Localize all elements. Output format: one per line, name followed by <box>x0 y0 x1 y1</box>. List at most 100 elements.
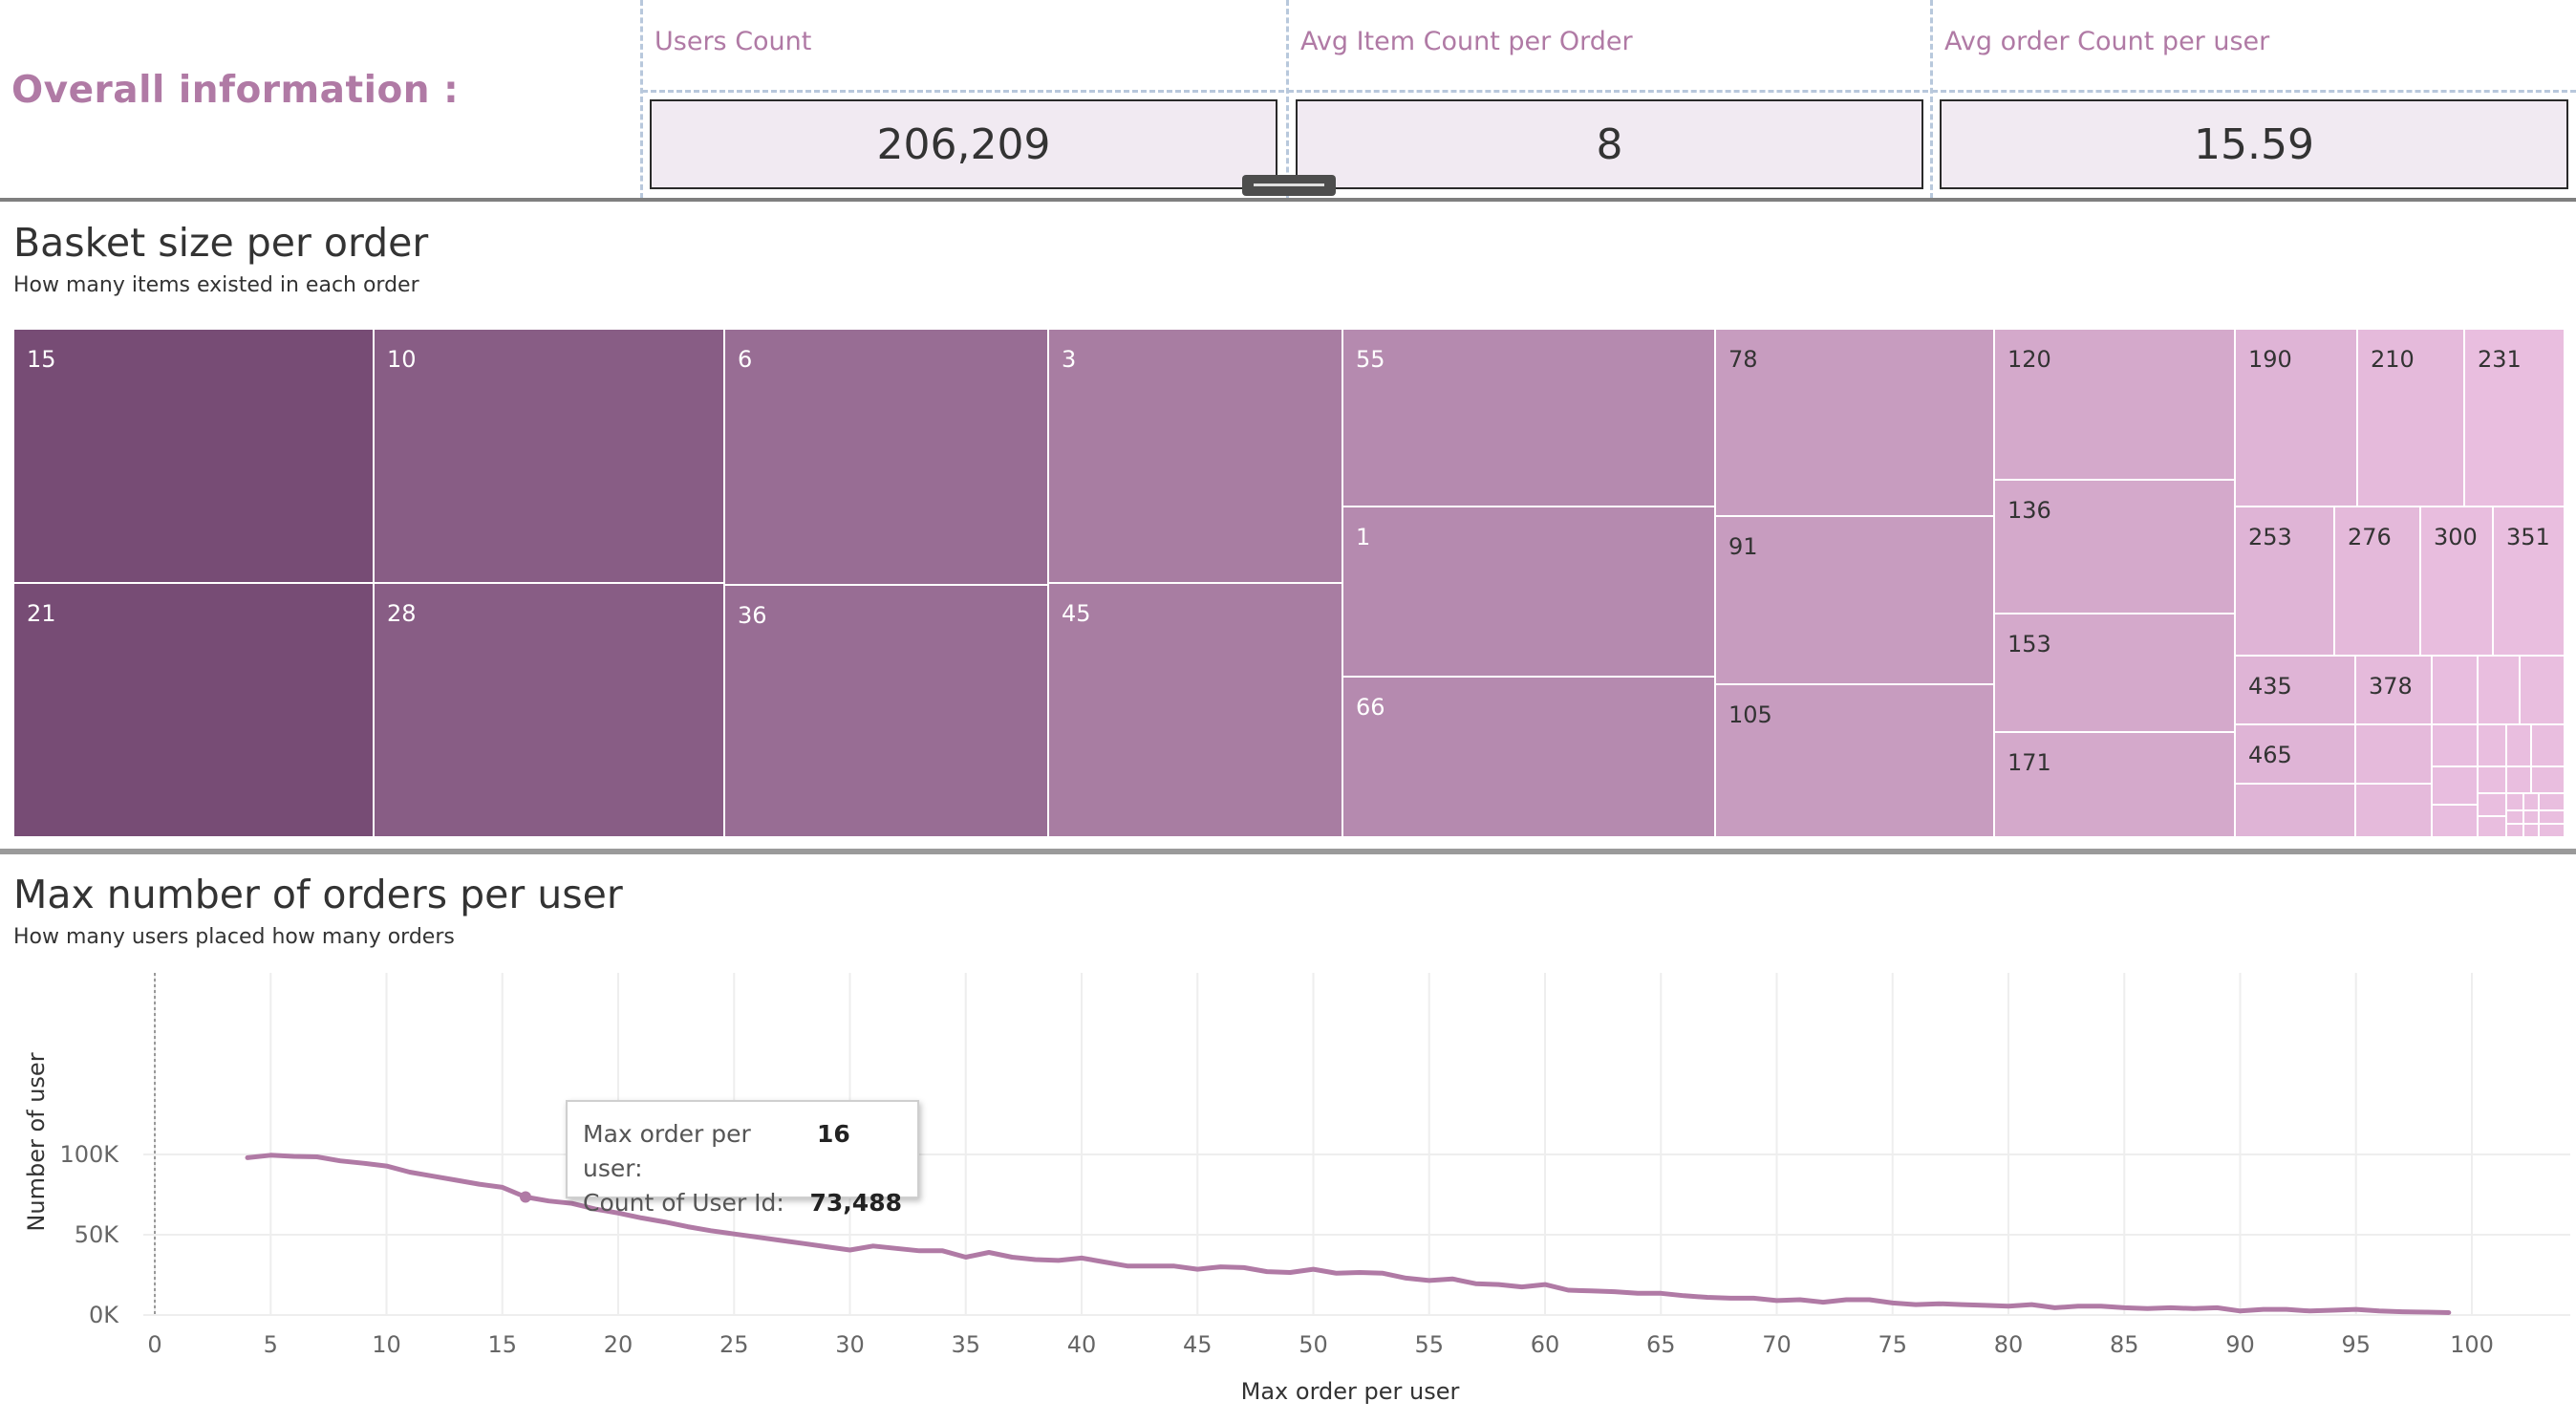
treemap-tile[interactable] <box>2465 330 2564 506</box>
treemap-tile-label: 66 <box>1356 694 1385 721</box>
treemap-tile[interactable] <box>2236 725 2354 783</box>
treemap-tile[interactable] <box>725 330 1047 584</box>
kpi-divider <box>640 0 643 199</box>
treemap-tile[interactable] <box>375 584 723 836</box>
treemap-tile[interactable] <box>2532 725 2564 765</box>
tooltip-value-user-count: 73,488 <box>809 1189 902 1217</box>
treemap-tile[interactable] <box>2521 657 2564 723</box>
treemap-tile[interactable] <box>2507 725 2530 765</box>
x-tick-label: 0 <box>147 1331 161 1358</box>
x-tick-label: 75 <box>1878 1331 1907 1358</box>
x-axis-title: Max order per user <box>1241 1378 1460 1405</box>
treemap-tile[interactable] <box>1343 678 1714 836</box>
x-tick-label: 45 <box>1183 1331 1213 1358</box>
treemap-tile[interactable] <box>1049 584 1342 836</box>
resize-handle[interactable] <box>1242 175 1336 196</box>
x-tick-label: 50 <box>1299 1331 1328 1358</box>
kpi-avg-orders-label: Avg order Count per user <box>1944 27 2270 56</box>
basket-treemap[interactable]: 15 21 10 28 6 36 3 45 55 1 66 78 91 105 120 136 153 171 19… <box>13 329 2565 837</box>
basket-subtitle: How many items existed in each order <box>13 273 419 297</box>
treemap-tile-label: 210 <box>2371 346 2415 373</box>
treemap-tile[interactable] <box>1049 330 1342 582</box>
kpi-avg-items-value[interactable]: 8 <box>1296 99 1923 189</box>
treemap-tile[interactable] <box>2421 507 2492 655</box>
treemap-tile[interactable] <box>1716 330 1993 515</box>
x-tick-label: 10 <box>372 1331 401 1358</box>
treemap-tile[interactable] <box>375 330 723 582</box>
treemap-tile[interactable] <box>2524 811 2538 823</box>
treemap-tile[interactable] <box>2236 785 2354 836</box>
treemap-tile[interactable] <box>2433 806 2477 836</box>
treemap-tile-label: 171 <box>2007 749 2051 776</box>
orders-line-chart[interactable]: 0 5 10 15 20 25 30 35 40 45 50 55 60 65 70 75 80 85 90 95 10… <box>0 956 2576 1423</box>
treemap-tile-label: 15 <box>27 346 56 373</box>
kpi-divider <box>1930 0 1933 199</box>
treemap-tile[interactable] <box>2479 817 2505 836</box>
treemap-tile[interactable] <box>2507 767 2530 792</box>
treemap-tile[interactable] <box>2479 767 2505 792</box>
treemap-tile[interactable] <box>2433 657 2477 723</box>
treemap-tile[interactable] <box>2494 507 2564 655</box>
section-divider <box>0 849 2576 854</box>
x-tick-label: 55 <box>1414 1331 1444 1358</box>
treemap-tile-label: 465 <box>2248 742 2292 768</box>
treemap-tile[interactable] <box>2479 657 2519 723</box>
treemap-tile[interactable] <box>1995 330 2234 479</box>
overall-title: Overall information : <box>11 69 460 112</box>
x-tick-label: 25 <box>719 1331 749 1358</box>
treemap-tile[interactable] <box>2356 785 2431 836</box>
treemap-tile[interactable] <box>2358 330 2463 506</box>
treemap-tile[interactable] <box>2540 825 2564 836</box>
treemap-tile[interactable] <box>14 584 373 836</box>
treemap-tile[interactable] <box>14 330 373 582</box>
treemap-tile[interactable] <box>1343 507 1714 676</box>
treemap-tile[interactable] <box>2356 657 2431 723</box>
treemap-tile[interactable] <box>2507 825 2522 836</box>
treemap-tile-label: 55 <box>1356 346 1385 373</box>
section-divider <box>0 198 2576 202</box>
kpi-avg-items-label: Avg Item Count per Order <box>1300 27 1633 56</box>
treemap-tile[interactable] <box>725 586 1047 836</box>
x-tick-label: 60 <box>1531 1331 1560 1358</box>
x-tick-label: 5 <box>264 1331 278 1358</box>
treemap-tile-label: 1 <box>1356 524 1370 550</box>
treemap-tile[interactable] <box>1716 685 1993 836</box>
kpi-divider <box>1286 0 1289 199</box>
y-tick-label: 50K <box>75 1221 120 1248</box>
treemap-tile[interactable] <box>2507 794 2522 809</box>
x-tick-label: 100 <box>2450 1331 2494 1358</box>
kpi-separator <box>1932 90 2576 93</box>
kpi-band: Overall information : Users Count Avg It… <box>0 0 2576 201</box>
kpi-avg-orders-value[interactable]: 15.59 <box>1940 99 2568 189</box>
treemap-tile[interactable] <box>2356 725 2431 783</box>
orders-series-line[interactable] <box>245 1153 2452 1315</box>
data-point[interactable] <box>520 1191 531 1203</box>
treemap-tile[interactable] <box>2479 725 2505 765</box>
treemap-tile[interactable] <box>2236 330 2356 506</box>
basket-title: Basket size per order <box>13 220 429 266</box>
treemap-tile[interactable] <box>2524 825 2538 836</box>
treemap-tile[interactable] <box>2524 794 2538 809</box>
kpi-users-value[interactable]: 206,209 <box>650 99 1277 189</box>
treemap-tile[interactable] <box>1343 330 1714 506</box>
treemap-tile[interactable] <box>2433 725 2477 765</box>
treemap-tile[interactable] <box>2507 811 2522 823</box>
treemap-tile[interactable] <box>2335 507 2419 655</box>
treemap-tile[interactable] <box>2540 811 2564 823</box>
treemap-tile-label: 435 <box>2248 673 2292 700</box>
treemap-tile[interactable] <box>1995 733 2234 836</box>
treemap-tile[interactable] <box>2236 507 2333 655</box>
treemap-tile[interactable] <box>2540 794 2564 809</box>
x-tick-label: 30 <box>835 1331 865 1358</box>
treemap-tile[interactable] <box>2236 657 2354 723</box>
treemap-tile[interactable] <box>1716 517 1993 683</box>
treemap-tile[interactable] <box>1995 481 2234 613</box>
treemap-tile[interactable] <box>2479 794 2505 815</box>
treemap-tile[interactable] <box>1995 614 2234 731</box>
treemap-tile[interactable] <box>2433 767 2477 804</box>
treemap-tile-label: 231 <box>2478 346 2522 373</box>
orders-subtitle: How many users placed how many orders <box>13 925 455 949</box>
x-tick-label: 35 <box>951 1331 980 1358</box>
treemap-tile[interactable] <box>2532 767 2564 792</box>
treemap-tile-label: 120 <box>2007 346 2051 373</box>
